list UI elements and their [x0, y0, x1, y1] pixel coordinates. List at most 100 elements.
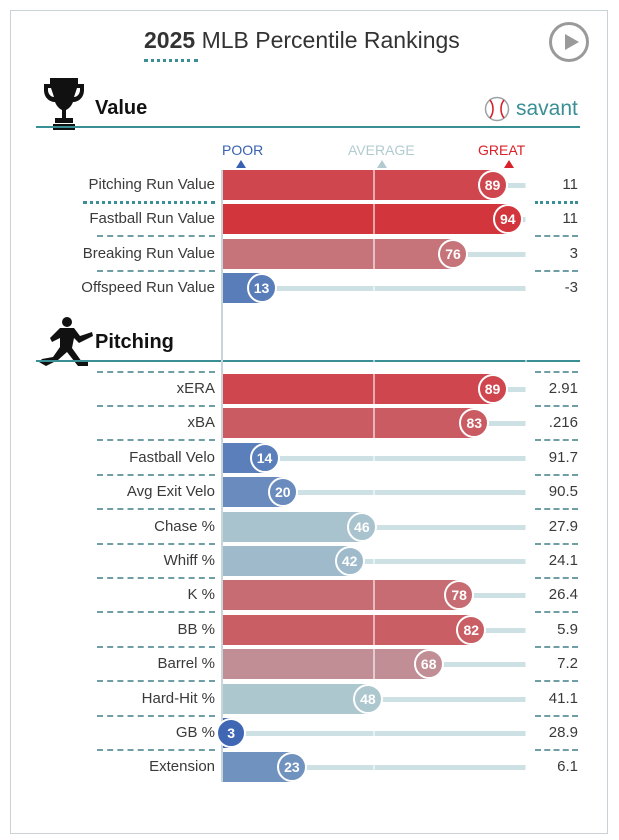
value-section-title: Value	[95, 97, 148, 119]
scale-average-label: AVERAGE	[348, 142, 415, 158]
row-label: Fastball Run Value	[89, 210, 215, 228]
percentile-circle[interactable]: 13	[246, 273, 277, 304]
row-separator	[97, 749, 215, 751]
percentile-circle[interactable]: 14	[249, 442, 280, 473]
percentile-bar[interactable]	[222, 511, 362, 542]
row-separator	[97, 611, 215, 614]
percentile-bar[interactable]	[222, 614, 472, 645]
row-label: Pitching Run Value	[88, 176, 215, 193]
row-value: 5.9	[557, 620, 578, 638]
row-separator	[97, 714, 215, 717]
savant-logo[interactable]: savant	[484, 96, 578, 122]
percentile-circle[interactable]: 94	[492, 204, 523, 235]
row-separator	[535, 611, 578, 614]
percentile-circle[interactable]: 42	[334, 546, 365, 576]
row-value: -3	[564, 279, 578, 297]
row-label: Breaking Run Value	[82, 244, 215, 262]
row-label: Extension	[149, 758, 215, 776]
row-label: Chase %	[154, 517, 215, 535]
row-separator	[97, 680, 215, 683]
row-separator	[535, 439, 578, 442]
percentile-circle[interactable]: 46	[346, 511, 377, 542]
row-separator	[97, 542, 215, 545]
row-value: 2.91	[548, 380, 578, 397]
row-separator	[83, 201, 215, 204]
row-label: Barrel %	[157, 655, 215, 673]
gridline	[525, 170, 527, 783]
row-value: 7.2	[557, 655, 578, 673]
row-separator	[97, 405, 215, 407]
row-label: Fastball Velo	[129, 448, 215, 466]
percentile-circle[interactable]: 68	[413, 649, 444, 680]
row-separator	[535, 235, 578, 238]
row-separator	[97, 645, 215, 648]
percentile-bar[interactable]	[222, 170, 493, 200]
row-value: 41.1	[548, 689, 578, 707]
percentile-bar[interactable]	[222, 546, 350, 576]
row-separator	[97, 577, 215, 579]
percentile-bar[interactable]	[222, 649, 429, 680]
percentile-bar[interactable]	[222, 204, 508, 235]
row-value: .216	[548, 414, 578, 432]
great-marker	[504, 160, 514, 168]
baseball-icon	[484, 96, 510, 122]
percentile-bar[interactable]	[222, 683, 368, 714]
row-separator	[535, 577, 578, 579]
row-label: Whiff %	[163, 552, 215, 569]
pitching-section-rule	[36, 360, 580, 362]
percentile-circle[interactable]: 83	[459, 408, 490, 439]
value-section-rule	[36, 126, 580, 128]
scale-great-label: GREAT	[478, 142, 526, 158]
percentile-circle[interactable]: 78	[444, 580, 475, 611]
percentile-bar[interactable]	[222, 238, 454, 269]
row-label: K %	[187, 586, 215, 604]
row-separator	[97, 235, 215, 238]
percentile-bar[interactable]	[222, 408, 475, 439]
percentile-circle[interactable]: 20	[267, 477, 298, 508]
gridline	[373, 170, 375, 783]
row-separator	[535, 371, 578, 373]
row-value: 27.9	[548, 517, 578, 535]
row-value: 26.4	[548, 586, 578, 604]
percentile-bar[interactable]	[222, 374, 493, 404]
percentile-circle[interactable]: 89	[477, 170, 508, 200]
title-text: MLB Percentile Rankings	[201, 27, 460, 53]
row-value: 90.5	[548, 483, 578, 501]
pitching-section-title: Pitching	[95, 331, 174, 353]
gridline	[221, 170, 223, 783]
row-separator	[535, 714, 578, 717]
percentile-circle[interactable]: 48	[352, 683, 383, 714]
row-label: xERA	[176, 380, 215, 397]
row-value: 24.1	[548, 552, 578, 569]
poor-marker	[236, 160, 246, 168]
row-separator	[535, 749, 578, 751]
savant-brand-text: savant	[516, 97, 578, 120]
row-separator	[535, 269, 578, 272]
percentile-circle[interactable]: 76	[438, 238, 469, 269]
row-separator	[535, 508, 578, 511]
row-separator	[535, 542, 578, 545]
row-value: 6.1	[557, 758, 578, 776]
trophy-icon	[44, 78, 84, 130]
row-label: GB %	[175, 724, 215, 741]
row-separator	[535, 645, 578, 648]
row-label: Hard-Hit %	[141, 689, 215, 707]
row-value: 3	[569, 244, 578, 262]
row-separator	[535, 201, 578, 204]
percentile-circle[interactable]: 23	[276, 752, 307, 783]
page-title: 2025 MLB Percentile Rankings	[144, 27, 460, 54]
play-icon[interactable]	[549, 22, 589, 62]
average-marker	[377, 160, 387, 168]
row-label: Avg Exit Velo	[126, 483, 215, 501]
row-value: 28.9	[548, 724, 578, 741]
scale-poor-label: POOR	[222, 142, 264, 158]
percentile-bar[interactable]	[222, 580, 460, 611]
percentile-circle[interactable]: 89	[477, 374, 508, 404]
percentile-circle[interactable]: 3	[216, 718, 247, 748]
percentile-circle[interactable]: 82	[456, 614, 487, 645]
row-separator	[535, 405, 578, 407]
row-label: xBA	[187, 414, 215, 432]
row-value: 91.7	[548, 448, 578, 466]
title-underline	[144, 59, 198, 62]
row-separator	[97, 473, 215, 476]
